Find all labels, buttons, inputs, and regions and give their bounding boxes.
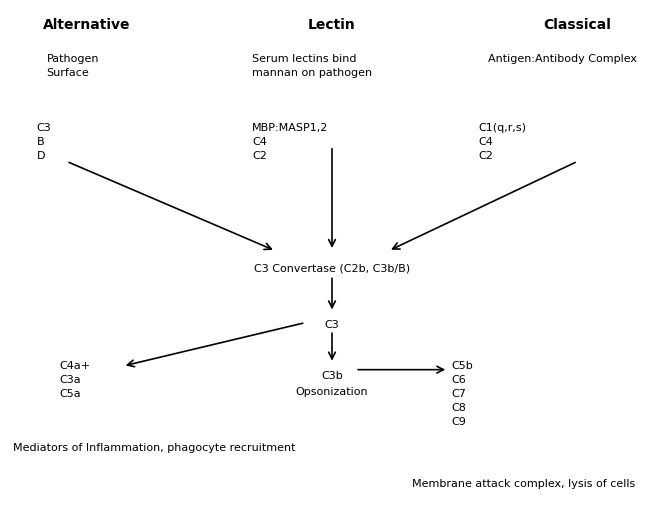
Text: Classical: Classical xyxy=(544,18,612,32)
Text: Lectin: Lectin xyxy=(308,18,356,32)
Text: C5b
C6
C7
C8
C9: C5b C6 C7 C8 C9 xyxy=(452,361,473,427)
Text: C3: C3 xyxy=(325,320,339,330)
Text: C4a+
C3a
C5a: C4a+ C3a C5a xyxy=(60,361,91,399)
Text: Alternative: Alternative xyxy=(42,18,130,32)
Text: C3 Convertase (C2b, C3b/B): C3 Convertase (C2b, C3b/B) xyxy=(254,264,410,274)
Text: Membrane attack complex, lysis of cells: Membrane attack complex, lysis of cells xyxy=(412,479,635,489)
Text: C3b: C3b xyxy=(321,371,343,381)
Text: Opsonization: Opsonization xyxy=(295,387,369,397)
Text: MBP:MASP1,2
C4
C2: MBP:MASP1,2 C4 C2 xyxy=(252,123,329,161)
Text: Antigen:Antibody Complex: Antigen:Antibody Complex xyxy=(489,54,637,64)
Text: Serum lectins bind
mannan on pathogen: Serum lectins bind mannan on pathogen xyxy=(252,54,373,78)
Text: Mediators of Inflammation, phagocyte recruitment: Mediators of Inflammation, phagocyte rec… xyxy=(13,443,295,453)
Text: Pathogen
Surface: Pathogen Surface xyxy=(46,54,99,78)
Text: C1(q,r,s)
C4
C2: C1(q,r,s) C4 C2 xyxy=(478,123,526,161)
Text: C3
B
D: C3 B D xyxy=(37,123,51,161)
